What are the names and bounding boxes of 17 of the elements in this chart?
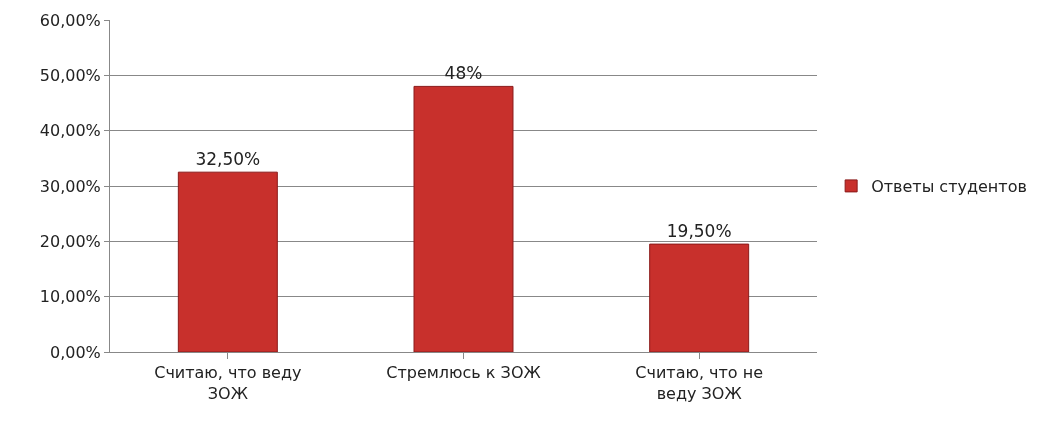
x-tick-label: Стремлюсь к ЗОЖ <box>386 363 541 383</box>
legend-label: Ответы студентов <box>871 177 1027 197</box>
data-label: 32,50% <box>195 149 261 170</box>
y-tick-label: 50,00% <box>39 65 101 85</box>
y-tick-label: 20,00% <box>39 231 101 251</box>
bar <box>413 85 514 352</box>
y-tick-label: 0,00% <box>49 342 101 362</box>
x-tick-label: Считаю, что веду ЗОЖ <box>154 363 302 403</box>
y-tick-label: 10,00% <box>39 287 101 307</box>
x-tick-label: Считаю, что не веду ЗОЖ <box>635 363 764 403</box>
bar <box>649 243 750 352</box>
data-label: 19,50% <box>666 221 732 242</box>
y-tick-label: 30,00% <box>39 176 101 196</box>
y-tick-label: 60,00% <box>39 10 101 30</box>
bar <box>177 171 278 352</box>
y-tick-label: 40,00% <box>39 121 101 141</box>
data-label: 48% <box>444 63 483 84</box>
